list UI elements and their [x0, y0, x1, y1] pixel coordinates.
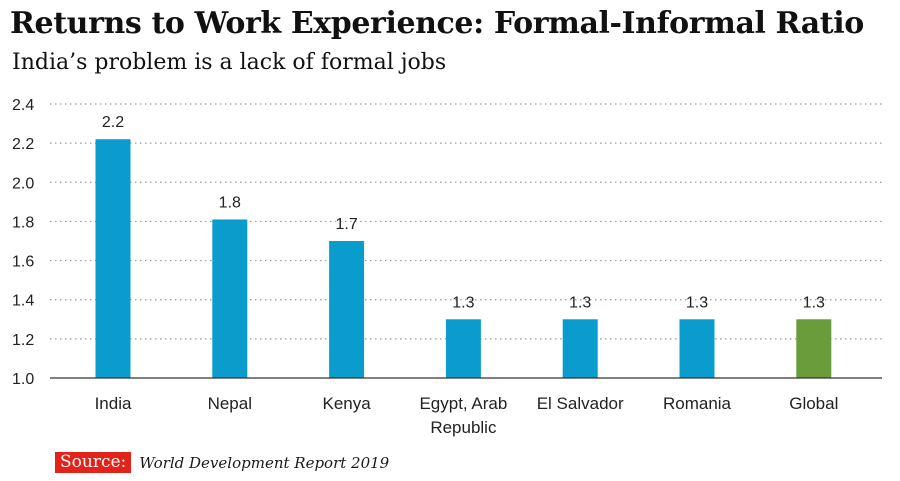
- x-tick-label: Egypt, Arab: [419, 394, 507, 413]
- y-tick-label: 1.2: [12, 332, 34, 349]
- bar: [329, 241, 365, 378]
- data-label: 1.3: [686, 294, 708, 311]
- x-tick-label: India: [95, 394, 132, 413]
- y-tick-label: 1.8: [12, 214, 34, 231]
- y-tick-label: 2.0: [12, 175, 34, 192]
- y-tick-label: 1.0: [12, 371, 34, 388]
- bar: [796, 319, 832, 378]
- bar: [562, 319, 598, 378]
- data-label: 1.3: [569, 294, 591, 311]
- x-tick-label: Kenya: [322, 394, 371, 413]
- x-tick-label: Romania: [663, 394, 732, 413]
- x-tick-label: Republic: [430, 418, 497, 437]
- source-text: World Development Report 2019: [139, 453, 390, 472]
- source-label: Source:: [55, 452, 132, 473]
- bar: [679, 319, 715, 378]
- bar: [445, 319, 481, 378]
- bar: [212, 219, 248, 378]
- chart-subtitle: India’s problem is a lack of formal jobs: [12, 50, 447, 75]
- y-tick-label: 2.2: [12, 136, 34, 153]
- x-tick-label: El Salvador: [537, 394, 624, 413]
- data-label: 1.7: [335, 216, 357, 233]
- data-label: 1.8: [219, 194, 241, 211]
- data-label: 2.2: [102, 114, 124, 131]
- source-line: Source: World Development Report 2019: [55, 452, 389, 473]
- chart-title: Returns to Work Experience: Formal-Infor…: [10, 6, 864, 41]
- bar: [95, 139, 131, 378]
- y-tick-label: 1.4: [12, 293, 34, 310]
- y-tick-label: 1.6: [12, 254, 34, 271]
- y-tick-label: 2.4: [12, 97, 34, 114]
- data-label: 1.3: [452, 294, 474, 311]
- x-tick-label: Nepal: [208, 394, 252, 413]
- x-tick-label: Global: [789, 394, 838, 413]
- data-label: 1.3: [803, 294, 825, 311]
